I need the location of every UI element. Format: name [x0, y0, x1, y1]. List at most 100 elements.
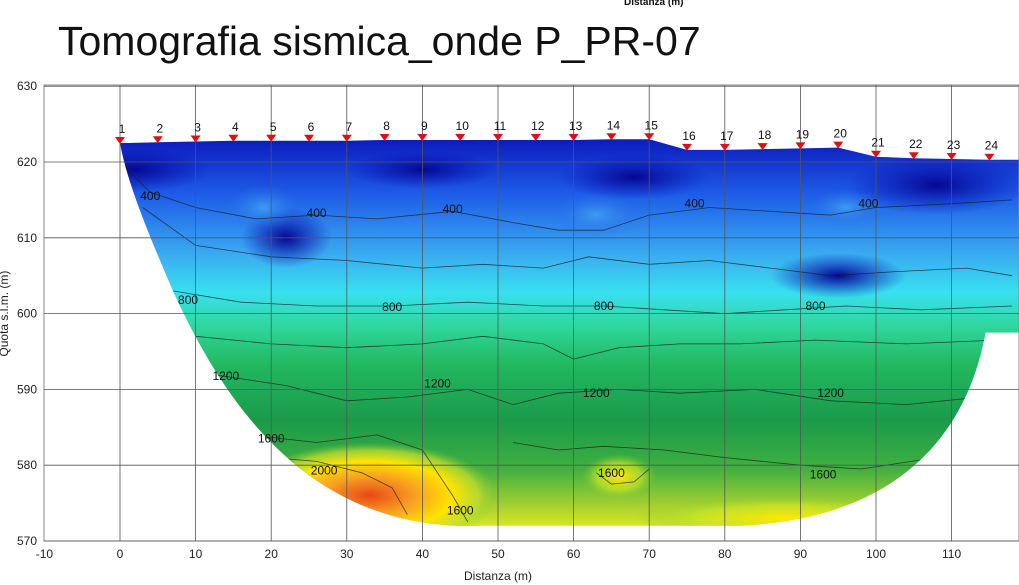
contour-value-label: 1600: [598, 466, 625, 480]
contour-value-label: 1200: [424, 376, 451, 390]
station-number: 12: [531, 119, 545, 133]
station-marker: [228, 134, 239, 142]
station-number: 8: [383, 119, 390, 133]
contour-value-label: 1600: [447, 504, 474, 518]
station-marker: [984, 153, 995, 161]
station-number: 21: [871, 136, 885, 150]
x-tick-label: 20: [265, 547, 279, 561]
x-tick-label: 110: [942, 547, 961, 561]
y-tick-label: 610: [17, 231, 37, 245]
station-number: 19: [796, 127, 810, 141]
station-number: 3: [194, 121, 201, 135]
station-marker: [757, 143, 768, 151]
contour-value-label: 400: [858, 197, 878, 211]
velocity-pocket: [807, 188, 884, 227]
contour-value-label: 1600: [258, 432, 285, 446]
station-number: 17: [720, 129, 734, 143]
station-marker: [493, 134, 503, 142]
contour-line: [142, 207, 1013, 277]
station-marker: [795, 142, 806, 150]
station-marker: [379, 134, 390, 142]
station-marker: [606, 133, 617, 141]
contour-labels: 400 400 400 400 400 800 800 800 800 1200 1200 1200 1…: [140, 189, 879, 518]
x-tick-label: 80: [718, 547, 732, 561]
station-marker: [682, 143, 692, 151]
x-tick-label: -10: [36, 547, 54, 561]
station-marker: [417, 134, 428, 142]
station-marker: [115, 137, 125, 145]
grid: [43, 84, 1019, 542]
station-marker: [946, 152, 957, 160]
y-axis-label: Quota s.l.m. (m): [0, 271, 11, 357]
station-number: 6: [308, 120, 315, 134]
y-tick-label: 620: [17, 155, 37, 169]
contour-value-label: 1200: [817, 386, 844, 400]
station-number: 1: [119, 122, 126, 136]
x-tick-label: 60: [567, 547, 581, 561]
station-marker: [152, 136, 163, 144]
x-tick-label: 10: [189, 547, 203, 561]
contour-value-label: 1200: [583, 386, 610, 400]
velocity-pocket: [225, 184, 302, 231]
station-number: 2: [156, 121, 163, 135]
contour-value-label: 400: [443, 202, 463, 216]
station-number: 18: [758, 128, 772, 142]
station-number: 11: [494, 119, 507, 133]
velocity-pocket: [550, 192, 642, 238]
contour-value-label: 1200: [212, 369, 239, 383]
contour-value-label: 400: [140, 189, 160, 203]
high-velocity-zone: [240, 442, 499, 527]
y-tick-label: 580: [17, 458, 37, 472]
contour-line: [172, 290, 1013, 315]
station-marker: [190, 135, 201, 143]
x-tick-label: 30: [340, 547, 354, 561]
contour-value-label: 800: [806, 299, 826, 313]
station-number: 14: [607, 118, 621, 132]
top-x-axis-label: Distanza (m): [624, 0, 684, 8]
y-tick-label: 590: [17, 382, 37, 396]
x-tick-label: 40: [416, 547, 430, 561]
station-number: 9: [421, 119, 428, 133]
station-marker: [719, 143, 730, 151]
y-tick-label: 570: [17, 534, 37, 548]
station-marker: [266, 134, 277, 142]
station-marker: [908, 152, 919, 160]
station-number: 22: [909, 137, 923, 151]
station-marker: [833, 141, 844, 149]
station-marker: [644, 133, 655, 141]
station-number: 7: [345, 120, 352, 134]
station-marker: [530, 134, 541, 142]
station-number: 13: [569, 119, 583, 133]
contour-value-label: 800: [594, 299, 614, 313]
contour-line: [513, 442, 937, 470]
station-marker: [304, 134, 314, 142]
x-tick-label: 50: [491, 547, 505, 561]
contour-value-label: 1600: [810, 467, 837, 481]
low-velocity-zone: [110, 146, 211, 193]
station-marker: [341, 134, 352, 142]
x-tick-label: 100: [866, 547, 886, 561]
station-number: 10: [456, 119, 470, 133]
station-number: 16: [682, 129, 696, 143]
contour-value-label: 800: [178, 293, 198, 307]
x-axis-label: Distanza (m): [464, 569, 532, 583]
station-number: 5: [270, 120, 277, 134]
contour-line: [271, 457, 408, 515]
y-tick-label: 600: [17, 307, 37, 321]
low-velocity-zone: [558, 154, 710, 200]
x-tick-label: 0: [117, 547, 124, 561]
contour-value-label: 400: [307, 206, 327, 220]
high-velocity-zone: [634, 495, 937, 527]
contour-line: [119, 161, 1013, 231]
contour-value-label: 400: [685, 197, 705, 211]
contour-value-label: 800: [382, 300, 402, 314]
station-number: 4: [232, 120, 239, 134]
axes: -10 0 10 20 30 40 50 60 70 80 90 100 110570580590600…: [0, 79, 961, 583]
station-marker: [568, 134, 579, 142]
station-marker: [871, 150, 881, 158]
x-tick-label: 90: [794, 547, 808, 561]
x-tick-label: 70: [643, 547, 657, 561]
velocity-field: [110, 139, 1019, 527]
